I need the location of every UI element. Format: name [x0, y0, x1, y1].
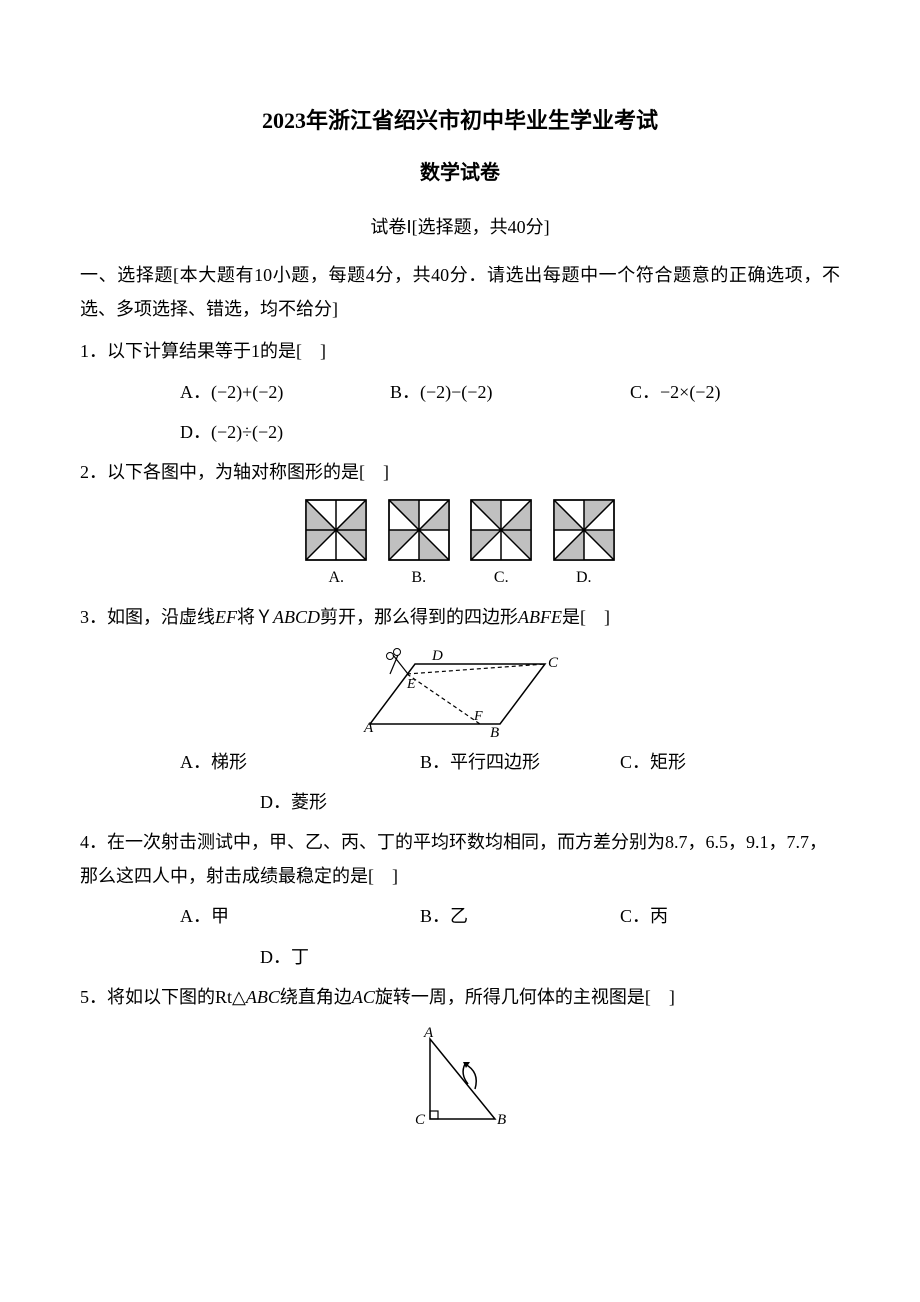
option-4-b: B．乙	[420, 899, 620, 933]
section-label: 试卷Ⅰ[选择题，共40分]	[80, 210, 840, 244]
figure-2-d-label: D.	[553, 563, 615, 593]
label-B5: B	[497, 1112, 506, 1128]
question-3-options-2: D．菱形	[80, 785, 840, 819]
question-3: 3．如图，沿虚线EF将ＹABCD剪开，那么得到的四边形ABFE是[ ] A B …	[80, 600, 840, 820]
figure-2-c-label: C.	[470, 563, 532, 593]
figure-2-b: B.	[388, 499, 450, 593]
section-instructions: 一、选择题[本大题有10小题，每题4分，共40分．请选出每题中一个符合题意的正确…	[80, 258, 840, 326]
title-main: 2023年浙江省绍兴市初中毕业生学业考试	[80, 100, 840, 142]
question-2-stem: 2．以下各图中，为轴对称图形的是[ ]	[80, 462, 389, 482]
label-E: E	[406, 677, 416, 692]
square-d-icon	[553, 499, 615, 561]
question-2-figure: A. B.	[80, 499, 840, 593]
option-1-d: D．(−2)÷(−2)	[180, 415, 283, 449]
label-B: B	[490, 725, 499, 739]
parallelogram-icon: A B C D E F	[350, 644, 570, 739]
option-1-b: B．(−2)−(−2)	[390, 375, 630, 409]
question-5-figure: A B C	[80, 1024, 840, 1134]
title-sub: 数学试卷	[80, 154, 840, 192]
question-5: 5．将如以下图的Rt△ABC绕直角边AC旋转一周，所得几何体的主视图是[ ] A…	[80, 980, 840, 1134]
question-3-stem: 3．如图，沿虚线EF将ＹABCD剪开，那么得到的四边形ABFE是[ ]	[80, 607, 610, 627]
option-3-a: A．梯形	[180, 745, 420, 779]
option-4-d: D．丁	[260, 940, 309, 974]
question-5-stem: 5．将如以下图的Rt△ABC绕直角边AC旋转一周，所得几何体的主视图是[ ]	[80, 987, 675, 1007]
option-1-a: A．(−2)+(−2)	[180, 375, 390, 409]
option-4-a: A．甲	[180, 899, 420, 933]
question-4-options-2: D．丁	[80, 940, 840, 974]
label-A5: A	[423, 1025, 434, 1041]
question-2: 2．以下各图中，为轴对称图形的是[ ] A.	[80, 455, 840, 594]
option-3-c: C．矩形	[620, 745, 686, 779]
label-D: D	[431, 648, 443, 664]
question-4: 4．在一次射击测试中，甲、乙、丙、丁的平均环数均相同，而方差分别为8.7，6.5…	[80, 825, 840, 974]
option-1-c: C．−2×(−2)	[630, 375, 830, 409]
question-1-options: A．(−2)+(−2) B．(−2)−(−2) C．−2×(−2)	[80, 375, 840, 409]
square-b-icon	[388, 499, 450, 561]
label-A: A	[363, 720, 374, 736]
question-3-options: A．梯形 B．平行四边形 C．矩形	[80, 745, 840, 779]
option-3-d: D．菱形	[260, 785, 327, 819]
label-C5: C	[415, 1112, 426, 1128]
square-c-icon	[470, 499, 532, 561]
question-1: 1．以下计算结果等于1的是[ ] A．(−2)+(−2) B．(−2)−(−2)…	[80, 334, 840, 449]
figure-2-b-label: B.	[388, 563, 450, 593]
option-4-c: C．丙	[620, 899, 668, 933]
label-F: F	[473, 709, 483, 724]
question-3-figure: A B C D E F	[80, 644, 840, 739]
option-3-b: B．平行四边形	[420, 745, 620, 779]
figure-2-a-label: A.	[305, 563, 367, 593]
label-C: C	[548, 655, 559, 671]
right-triangle-icon: A B C	[400, 1024, 520, 1134]
question-4-options: A．甲 B．乙 C．丙	[80, 899, 840, 933]
question-4-stem: 4．在一次射击测试中，甲、乙、丙、丁的平均环数均相同，而方差分别为8.7，6.5…	[80, 832, 827, 886]
square-a-icon	[305, 499, 367, 561]
question-1-options-2: D．(−2)÷(−2)	[80, 415, 840, 449]
figure-2-c: C.	[470, 499, 532, 593]
question-1-stem: 1．以下计算结果等于1的是[ ]	[80, 341, 326, 361]
figure-2-a: A.	[305, 499, 367, 593]
figure-2-d: D.	[553, 499, 615, 593]
